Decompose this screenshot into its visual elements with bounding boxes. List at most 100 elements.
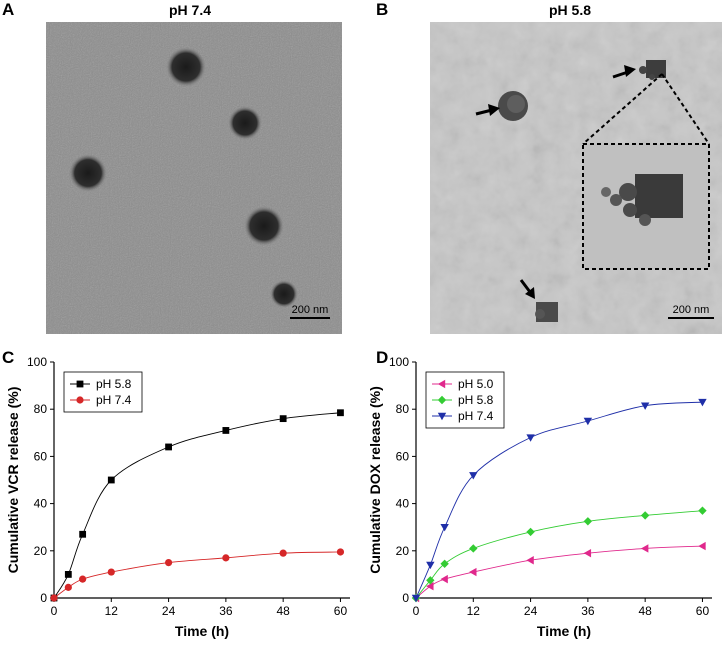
data-point [469,567,477,577]
data-point [469,472,478,480]
legend-label: pH 7.4 [96,393,132,407]
data-point [437,379,446,389]
data-point [165,443,172,451]
chart-dox-release: 0 20 40 60 80 100 0 12 24 36 48 60 Time (h) Cumulativ… [367,355,712,639]
data-point [440,574,448,584]
x-tick-label: 60 [696,604,710,618]
data-point [469,544,478,553]
y-tick-label: 0 [402,591,409,605]
data-point [64,583,72,591]
series-line [415,510,703,599]
x-tick-label: 12 [105,604,119,618]
x-tick-label: 24 [162,604,176,618]
aggregate-particle [498,91,528,121]
data-point [698,541,706,551]
panel-letter-a: A [2,0,15,19]
x-tick-label: 48 [638,604,652,618]
panel-letter-d: D [376,348,389,367]
data-point [107,568,115,576]
series-pH-7-4 [411,398,707,603]
data-point [437,412,447,421]
scale-bar-a: 200 nm [290,304,330,319]
data-point [426,582,434,591]
legend-label: pH 5.8 [96,377,132,391]
data-point [440,524,449,532]
legend-box [63,371,143,413]
x-tick-label: 36 [219,604,233,618]
aggregate-particle [535,302,558,322]
y-tick-label: 100 [389,355,409,369]
y-tick-label: 20 [34,544,48,558]
nanoparticle [270,280,298,308]
data-point [336,548,345,556]
scale-bar-label: 200 nm [291,304,329,316]
scale-bar-line [290,317,330,319]
y-axis-label: Cumulative VCR release (%) [5,387,21,574]
scale-bar-label: 200 nm [672,304,710,316]
legend: pH 5.8 pH 7.4 [63,371,143,413]
x-tick-label: 0 [51,604,58,618]
data-point [279,549,287,557]
arrow-icon [519,279,535,299]
data-point [76,380,84,388]
data-point [337,409,344,417]
data-point [698,506,707,515]
legend-label: pH 5.8 [458,393,494,407]
legend: pH 5.0 pH 5.8 pH 7.4 [425,371,505,429]
data-point [426,561,435,570]
series-line [53,412,341,599]
axes: 0 20 40 60 80 100 0 12 24 36 48 60 [27,355,350,618]
x-tick-label: 12 [467,604,481,618]
arrow-icon [612,65,636,79]
tem-micrograph-ph74: 200 nm [46,22,342,334]
data-point [79,575,87,583]
series-line [53,551,341,599]
data-point [526,527,535,537]
data-point [222,427,230,434]
x-tick-label: 0 [413,604,420,618]
zoom-line [582,73,663,145]
series-pH-5-8 [411,506,707,603]
x-tick-label: 60 [334,604,348,618]
data-point [411,594,421,603]
data-point [437,395,447,405]
y-tick-label: 60 [34,449,48,463]
tem-image-a [46,22,342,334]
zoomed-aggregate [601,174,683,226]
series-pH-5-8 [50,409,344,602]
y-tick-label: 100 [27,355,47,369]
data-point [526,556,534,565]
micrograph-title-a: pH 7.4 [168,2,211,18]
nanoparticle [166,47,206,87]
aggregate-particle [639,60,666,80]
y-tick-label: 60 [396,449,410,463]
series-line [415,401,703,599]
data-point [50,594,58,602]
y-tick-label: 40 [34,497,48,511]
data-point [526,434,535,442]
data-point [698,398,707,407]
data-point [222,554,230,562]
series-pH-7-4 [50,548,345,602]
arrow-icon [475,104,500,116]
data-point [279,415,287,423]
y-axis-label: Cumulative DOX release (%) [367,386,383,574]
data-point [107,476,115,484]
data-point [640,544,649,553]
legend-label: pH 5.0 [458,377,494,391]
data-point [640,402,650,410]
data-point [164,559,173,567]
y-tick-label: 0 [40,591,47,605]
nanoparticle [228,106,262,140]
panel-letter-c: C [2,348,15,367]
y-tick-label: 80 [34,402,48,416]
scale-bar-b: 200 nm [668,304,714,319]
data-point [583,517,593,526]
micrograph-title-b: pH 5.8 [548,2,591,18]
data-point [583,548,592,558]
panel-letter-b: B [376,0,389,19]
chart-vcr-release: 0 20 40 60 80 100 0 12 24 36 48 60 Time (h) Cumulativ… [5,355,350,639]
x-tick-label: 48 [276,604,290,618]
tem-image-b [430,22,722,334]
axes: 0 20 40 60 80 100 0 12 24 36 48 60 [389,355,712,618]
